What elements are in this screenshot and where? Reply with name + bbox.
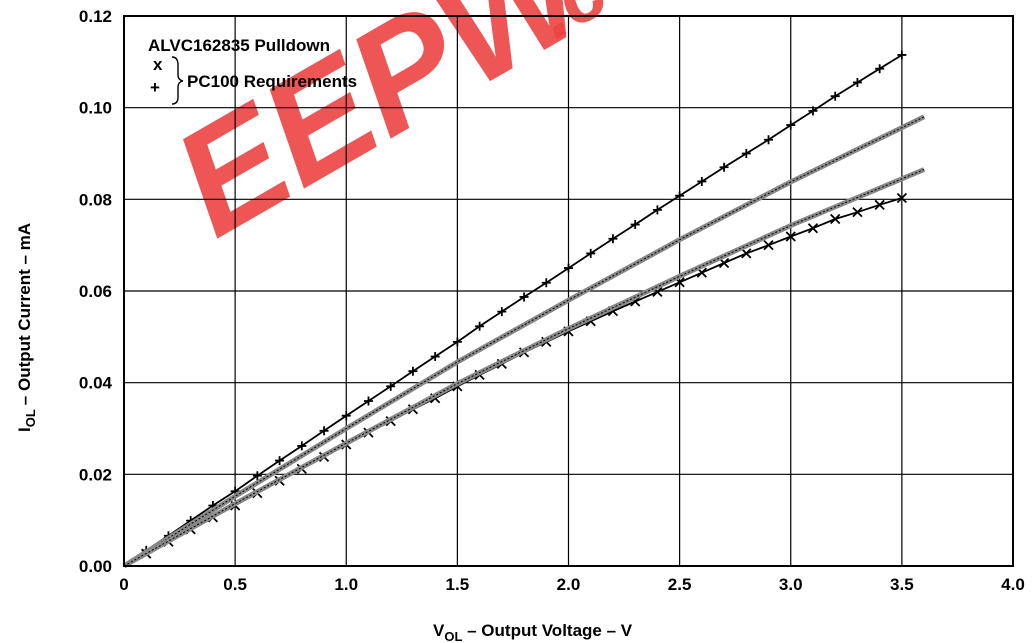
x-tick-label: 1.0 xyxy=(334,575,358,594)
x-axis-title-main: V xyxy=(433,621,445,640)
data-point-plus xyxy=(586,248,596,258)
data-point-plus xyxy=(475,321,485,331)
x-tick-label: 0.5 xyxy=(223,575,247,594)
x-tick-label: 3.5 xyxy=(890,575,914,594)
data-point-plus xyxy=(430,352,440,362)
data-point-plus xyxy=(341,411,351,421)
data-point-cross xyxy=(807,223,819,234)
data-point-plus xyxy=(875,64,885,74)
series-2 xyxy=(122,114,926,569)
data-point-plus xyxy=(830,91,840,101)
y-tick-label: 0.10 xyxy=(79,99,112,118)
x-tick-labels: 0 0.5 1.0 1.5 2.0 2.5 3.0 3.5 4.0 xyxy=(119,575,1025,594)
data-point-plus xyxy=(608,234,618,244)
data-point-plus xyxy=(363,396,373,406)
x-tick-label: 0 xyxy=(119,575,128,594)
x-axis-title-sub: OL xyxy=(444,629,462,643)
data-point-plus xyxy=(497,307,507,317)
series-0 xyxy=(123,50,907,567)
y-axis-title-main: I xyxy=(15,427,34,432)
data-point-plus xyxy=(808,106,818,116)
legend-label: PC100 Requirements xyxy=(187,72,357,91)
data-point-plus xyxy=(786,120,796,130)
data-point-plus xyxy=(408,366,418,376)
data-point-plus xyxy=(852,77,862,87)
y-axis-title-sub: OL xyxy=(23,409,38,427)
x-axis-title: VOL – Output Voltage – V xyxy=(433,621,633,643)
series-line xyxy=(123,169,925,567)
series-line xyxy=(123,116,925,567)
data-point-plus xyxy=(897,50,907,60)
y-tick-label: 0.08 xyxy=(79,190,112,209)
data-point-plus xyxy=(319,426,329,436)
legend-marker-plus: + xyxy=(150,78,160,97)
data-point-plus xyxy=(630,220,640,230)
data-point-plus xyxy=(652,205,662,215)
data-point-plus xyxy=(519,292,529,302)
data-point-cross xyxy=(874,199,885,210)
y-tick-label: 0.04 xyxy=(79,374,113,393)
data-point-plus xyxy=(764,135,774,145)
x-tick-label: 3.0 xyxy=(779,575,803,594)
data-point-plus xyxy=(675,191,685,201)
data-point-cross xyxy=(896,192,908,204)
data-point-plus xyxy=(719,162,729,172)
legend-brace xyxy=(171,56,184,105)
series-layer xyxy=(122,50,926,569)
data-point-cross xyxy=(852,207,863,218)
y-tick-label: 0.12 xyxy=(79,7,112,26)
data-point-cross xyxy=(763,240,774,251)
legend-marker-x: x xyxy=(153,55,163,74)
data-point-plus xyxy=(564,263,573,273)
x-tick-label: 4.0 xyxy=(1001,575,1025,594)
plot-frame xyxy=(123,15,1014,567)
data-point-plus xyxy=(275,456,285,466)
series-3 xyxy=(122,167,926,569)
data-point-plus xyxy=(386,381,396,391)
data-point-plus xyxy=(697,176,707,186)
y-tick-labels: 0.00 0.02 0.04 0.06 0.08 0.10 0.12 xyxy=(79,7,113,576)
data-point-cross xyxy=(785,231,796,242)
data-point-plus xyxy=(452,337,462,347)
data-point-plus xyxy=(541,278,551,288)
x-tick-label: 1.5 xyxy=(446,575,470,594)
series-line xyxy=(123,54,903,567)
legend-title: ALVC162835 Pulldown xyxy=(148,36,330,55)
x-axis-title-rest: – Output Voltage – V xyxy=(462,621,632,640)
y-tick-label: 0.00 xyxy=(79,557,112,576)
data-point-plus xyxy=(741,149,751,158)
legend: ALVC162835 Pulldown x + PC100 Requiremen… xyxy=(148,36,357,105)
y-tick-label: 0.06 xyxy=(79,282,112,301)
y-tick-label: 0.02 xyxy=(79,465,112,484)
data-point-cross xyxy=(741,248,752,259)
data-point-plus xyxy=(252,471,262,481)
y-axis-title: IOL – Output Current – mA xyxy=(15,223,38,432)
x-tick-label: 2.5 xyxy=(668,575,692,594)
data-point-plus xyxy=(297,441,307,451)
y-axis-title-rest: – Output Current – mA xyxy=(15,223,34,405)
x-tick-label: 2.0 xyxy=(557,575,581,594)
data-point-cross xyxy=(830,213,841,225)
